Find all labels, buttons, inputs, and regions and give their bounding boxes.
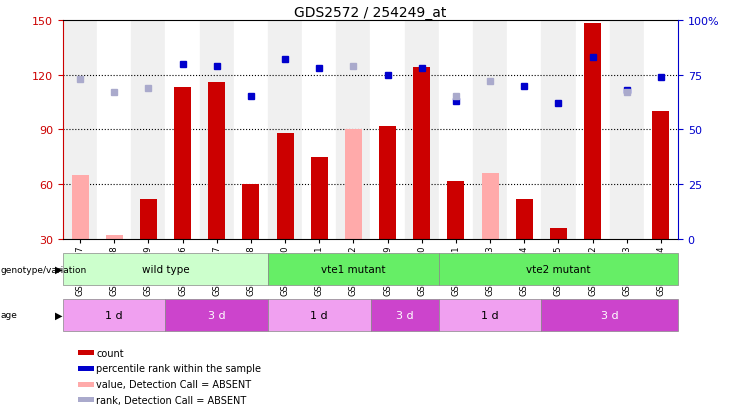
Text: 1 d: 1 d — [481, 310, 499, 320]
Bar — [72, 176, 89, 240]
Bar — [652, 112, 669, 240]
Text: 3 d: 3 d — [601, 310, 619, 320]
Bar — [165, 299, 268, 331]
Text: count: count — [96, 348, 124, 358]
Bar — [106, 236, 123, 240]
Bar — [131, 21, 165, 240]
Bar — [234, 21, 268, 240]
Bar — [63, 254, 268, 285]
Bar — [165, 21, 199, 240]
Bar — [174, 88, 191, 240]
Text: age: age — [1, 311, 18, 319]
Bar — [140, 199, 157, 240]
Bar — [268, 299, 370, 331]
Text: wild type: wild type — [142, 264, 189, 275]
Text: 3 d: 3 d — [396, 310, 413, 320]
Bar — [276, 134, 293, 240]
Bar — [370, 21, 405, 240]
Bar — [610, 21, 644, 240]
Bar — [268, 21, 302, 240]
Bar — [405, 21, 439, 240]
Text: ▶: ▶ — [55, 264, 62, 275]
Bar — [550, 229, 567, 240]
Bar — [97, 21, 131, 240]
Bar — [507, 21, 542, 240]
Bar — [310, 157, 328, 240]
Bar — [439, 21, 473, 240]
Bar — [242, 185, 259, 240]
Bar — [439, 299, 542, 331]
Bar — [208, 83, 225, 240]
Bar — [370, 299, 439, 331]
Bar — [482, 174, 499, 240]
Bar — [199, 21, 234, 240]
Text: vte1 mutant: vte1 mutant — [321, 264, 385, 275]
Bar — [345, 130, 362, 240]
Bar — [268, 254, 439, 285]
Title: GDS2572 / 254249_at: GDS2572 / 254249_at — [294, 6, 447, 20]
Bar — [63, 299, 165, 331]
Text: 1 d: 1 d — [105, 310, 123, 320]
Bar — [448, 181, 465, 240]
Bar — [413, 68, 431, 240]
Bar — [336, 21, 370, 240]
Text: percentile rank within the sample: percentile rank within the sample — [96, 363, 262, 373]
Text: vte2 mutant: vte2 mutant — [526, 264, 591, 275]
Text: rank, Detection Call = ABSENT: rank, Detection Call = ABSENT — [96, 395, 247, 405]
Bar — [439, 254, 678, 285]
Bar — [379, 126, 396, 240]
Text: 3 d: 3 d — [208, 310, 225, 320]
Bar — [516, 199, 533, 240]
Bar — [542, 299, 678, 331]
Bar — [644, 21, 678, 240]
Text: genotype/variation: genotype/variation — [1, 265, 87, 274]
Text: 1 d: 1 d — [310, 310, 328, 320]
Bar — [63, 21, 97, 240]
Text: value, Detection Call = ABSENT: value, Detection Call = ABSENT — [96, 379, 251, 389]
Bar — [473, 21, 507, 240]
Bar — [576, 21, 610, 240]
Bar — [542, 21, 576, 240]
Text: ▶: ▶ — [55, 310, 62, 320]
Bar — [584, 24, 601, 240]
Bar — [302, 21, 336, 240]
